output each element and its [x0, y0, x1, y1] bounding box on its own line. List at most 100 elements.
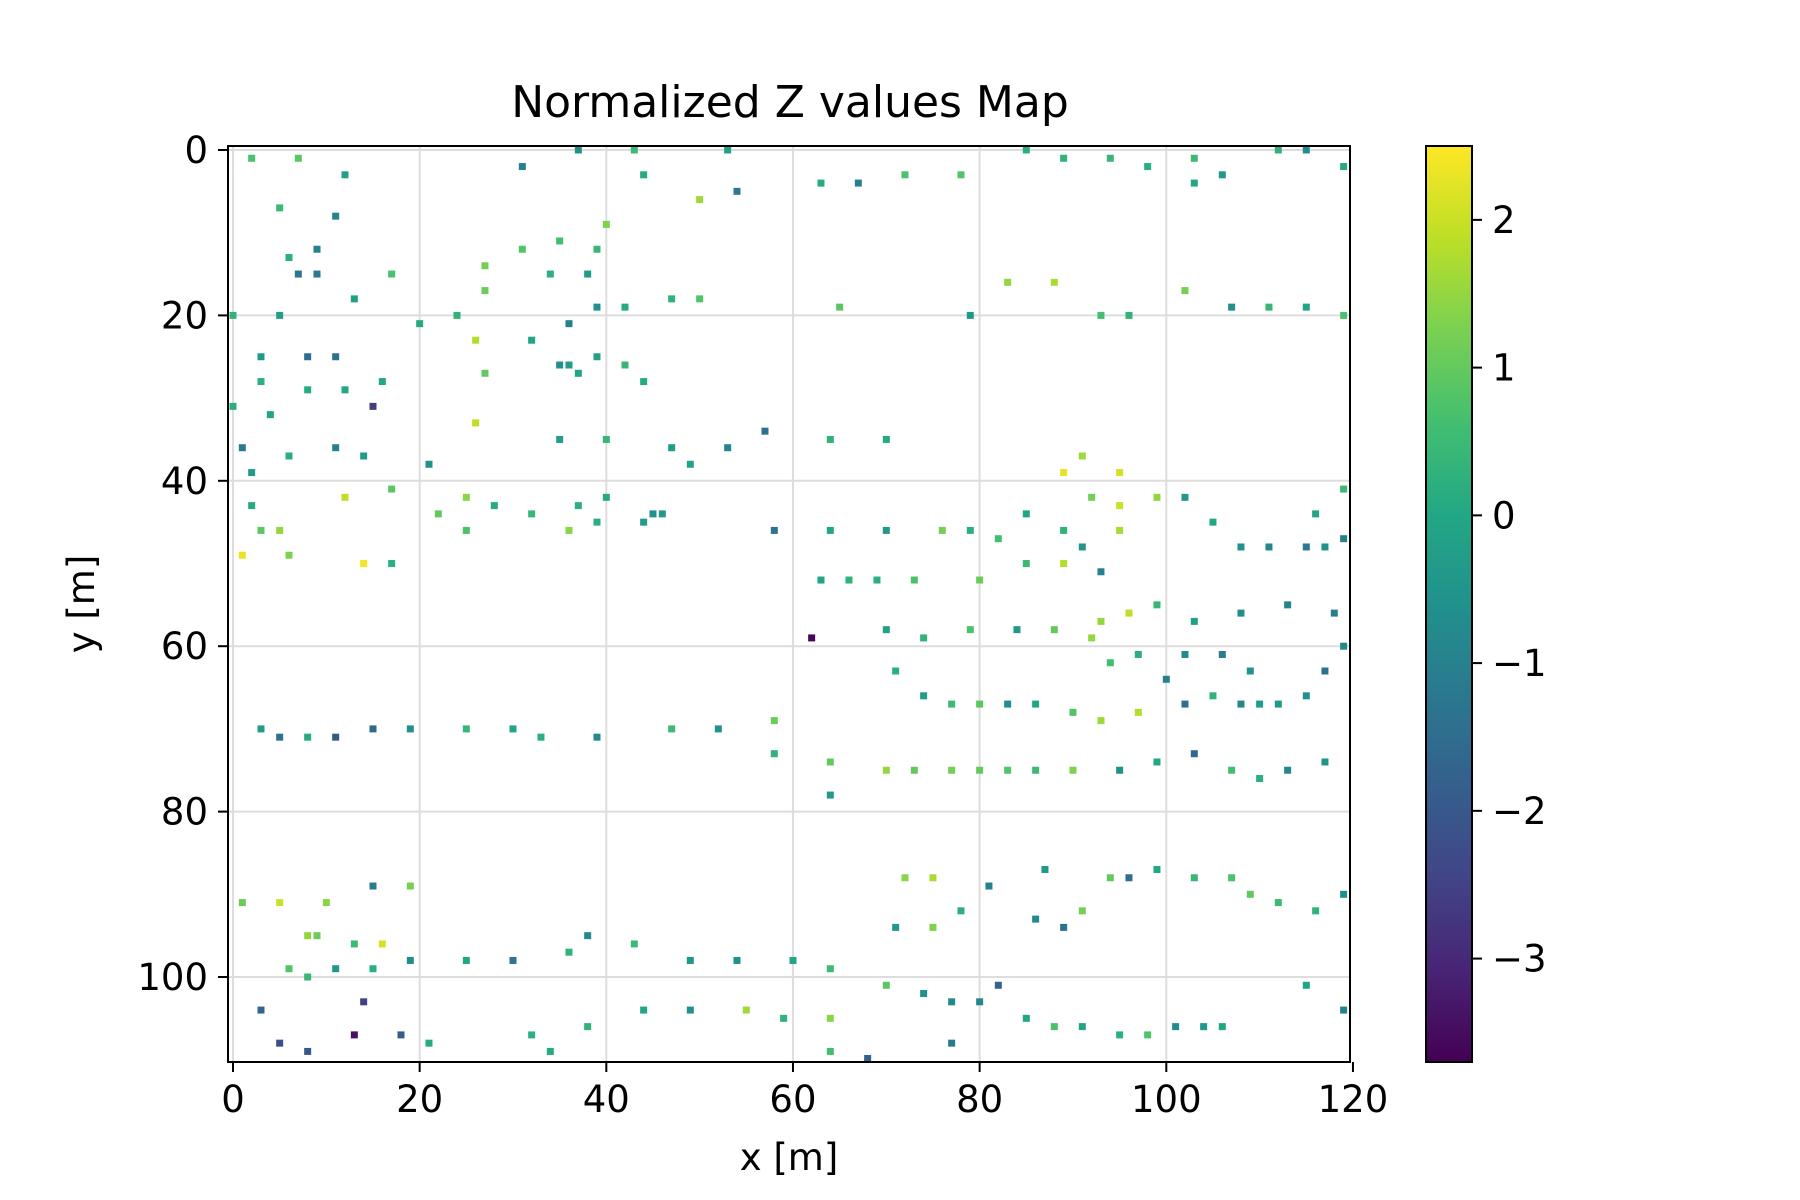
data-cell: [836, 303, 844, 311]
data-cell: [1116, 502, 1124, 510]
data-cell: [238, 551, 246, 559]
data-cell: [649, 510, 657, 518]
data-cell: [1218, 171, 1226, 179]
data-cell: [1321, 543, 1329, 551]
data-cell: [453, 311, 461, 319]
colorbar-ticks: 2 1 0 −1 −2 −3: [1472, 199, 1547, 981]
data-cell: [976, 998, 984, 1006]
data-cell: [910, 576, 918, 584]
data-cell: [901, 171, 909, 179]
x-tick-label: 60: [769, 1078, 816, 1121]
data-cell: [724, 146, 732, 154]
data-cell: [1153, 493, 1161, 501]
data-cell: [948, 766, 956, 774]
data-cell: [1032, 915, 1040, 923]
data-cell: [1041, 865, 1049, 873]
data-cell: [864, 1055, 872, 1062]
data-cell: [1106, 874, 1114, 882]
data-cell: [565, 948, 573, 956]
data-cell: [1144, 1031, 1152, 1039]
data-cell: [276, 899, 284, 907]
data-cell: [528, 1031, 536, 1039]
data-cell: [1172, 1023, 1180, 1031]
data-cell: [1097, 717, 1105, 725]
data-cell: [1022, 510, 1030, 518]
data-cell: [518, 245, 526, 253]
colorbar: [1425, 145, 1473, 1063]
data-cell: [1004, 700, 1012, 708]
data-cell: [1134, 650, 1142, 658]
data-cell: [546, 1047, 554, 1055]
data-cell: [1060, 560, 1068, 567]
data-cell: [1302, 981, 1310, 989]
data-cell: [621, 361, 629, 369]
data-cell: [854, 179, 862, 187]
data-cell: [1022, 1014, 1030, 1022]
data-cell: [574, 502, 582, 510]
data-cell: [593, 245, 601, 253]
data-cell: [845, 576, 853, 584]
data-cell: [1265, 303, 1273, 311]
data-cell: [388, 270, 396, 278]
data-cell: [920, 990, 928, 998]
data-cell: [406, 882, 414, 890]
data-cell: [892, 923, 900, 931]
data-cell: [406, 956, 414, 964]
data-cell: [276, 204, 284, 212]
data-cell: [304, 386, 312, 394]
y-tick-label: 20: [161, 294, 208, 337]
data-cells: [229, 146, 1348, 1062]
data-cell: [593, 518, 601, 526]
data-cell: [248, 502, 256, 510]
data-cell: [1125, 874, 1133, 882]
data-cell: [350, 295, 358, 303]
data-cell: [584, 932, 592, 940]
data-cell: [472, 419, 480, 427]
data-cell: [1097, 311, 1105, 319]
data-cell: [761, 427, 769, 435]
data-cell: [976, 766, 984, 774]
x-tick-label: 100: [1131, 1078, 1202, 1121]
data-cell: [332, 212, 340, 220]
data-cell: [238, 899, 246, 907]
data-cell: [1228, 766, 1236, 774]
data-cell: [1209, 692, 1217, 700]
data-cell: [1153, 865, 1161, 873]
data-cell: [1228, 303, 1236, 311]
data-cell: [481, 369, 489, 377]
colorbar-tick-label: 1: [1492, 347, 1516, 390]
data-cell: [472, 336, 480, 344]
data-cell: [1097, 617, 1105, 625]
data-cell: [1190, 617, 1198, 625]
data-cell: [1340, 311, 1348, 319]
data-cell: [1321, 667, 1329, 675]
data-cell: [966, 311, 974, 319]
data-cell: [873, 576, 881, 584]
data-cell: [1125, 609, 1133, 617]
data-cell: [733, 956, 741, 964]
data-cell: [668, 444, 676, 452]
data-cell: [257, 725, 265, 733]
data-cell: [1106, 659, 1114, 667]
data-cell: [1116, 526, 1124, 534]
data-cell: [1302, 692, 1310, 700]
data-cell: [1237, 700, 1245, 708]
data-cell: [341, 493, 349, 501]
data-cell: [1302, 303, 1310, 311]
data-cell: [1209, 518, 1217, 526]
data-cell: [714, 725, 722, 733]
data-cell: [882, 526, 890, 534]
data-cell: [276, 311, 284, 319]
data-cell: [378, 940, 386, 948]
data-cell: [994, 535, 1002, 543]
data-cell: [1190, 750, 1198, 758]
y-tick-label: 40: [161, 460, 208, 503]
data-cell: [593, 303, 601, 311]
data-cell: [229, 402, 237, 410]
data-cell: [1340, 890, 1348, 898]
data-cell: [369, 402, 377, 410]
data-cell: [696, 196, 704, 204]
data-cell: [1050, 1023, 1058, 1031]
data-cell: [957, 171, 965, 179]
data-cell: [248, 154, 256, 162]
